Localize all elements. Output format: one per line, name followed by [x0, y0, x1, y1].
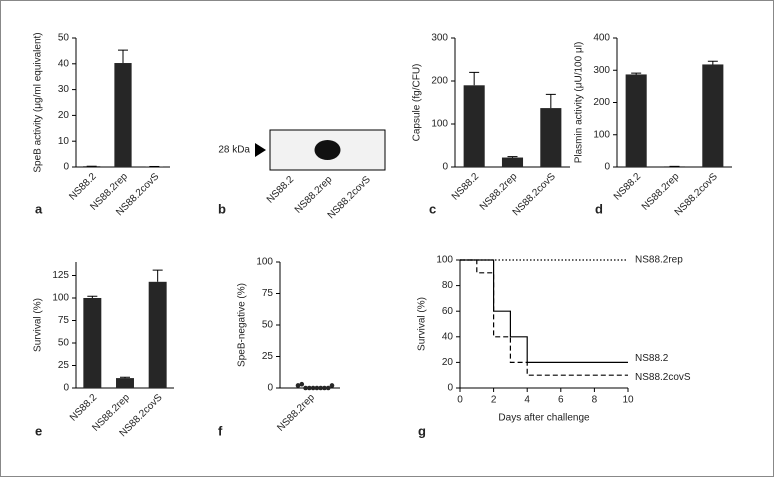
dot — [322, 385, 327, 391]
dot — [329, 383, 335, 388]
y-tick-label: 400 — [593, 33, 610, 44]
bar — [625, 74, 647, 167]
y-tick-label: 0 — [267, 383, 273, 394]
y-tick-label: 80 — [442, 280, 454, 291]
x-tick-label: 2 — [491, 395, 497, 406]
x-tick-label: 8 — [592, 395, 598, 406]
y-tick-label: 75 — [58, 315, 70, 326]
x-tick-label: 10 — [622, 395, 634, 406]
survival-line — [460, 259, 628, 363]
y-tick-label: 200 — [431, 76, 448, 87]
y-axis-label: SpeB activity (μg/ml equivalent) — [33, 32, 44, 172]
bar — [114, 63, 132, 167]
y-tick-label: 30 — [58, 84, 70, 95]
error-bar — [545, 93, 556, 109]
y-tick-label: 40 — [442, 331, 454, 342]
bar — [83, 298, 102, 388]
dot — [310, 385, 316, 391]
dot — [318, 385, 323, 391]
bar — [501, 157, 524, 167]
x-tick-label: 4 — [524, 395, 530, 406]
bar — [702, 64, 724, 167]
blot-band — [314, 140, 341, 160]
dot — [325, 385, 331, 391]
y-tick-label: 50 — [262, 320, 274, 331]
dot — [299, 381, 305, 387]
y-axis-label: Capsule (fg/CFU) — [412, 64, 423, 142]
panel-letter: a — [35, 201, 43, 216]
bar — [148, 281, 167, 388]
y-tick-label: 300 — [431, 33, 448, 44]
x-tick-label: 6 — [558, 395, 564, 406]
error-bar — [118, 49, 128, 64]
x-axis-label: Days after challenge — [498, 413, 590, 424]
x-tick-label: 0 — [457, 395, 463, 406]
y-tick-label: 0 — [604, 162, 610, 173]
y-tick-label: 25 — [58, 360, 70, 371]
x-tick-label: NS88.2 — [450, 171, 482, 203]
y-tick-label: 100 — [256, 257, 273, 268]
bar — [116, 378, 134, 388]
survival-line — [460, 259, 628, 376]
x-tick-label: NS88.2 — [68, 392, 100, 424]
dot — [295, 383, 301, 388]
y-tick-label: 20 — [58, 110, 70, 121]
error-bar — [507, 156, 518, 158]
marker-arrow — [255, 143, 266, 157]
y-tick-label: 75 — [262, 288, 274, 299]
y-tick-label: 0 — [447, 383, 453, 394]
y-axis-label: SpeB-negative (%) — [237, 283, 248, 367]
panel-letter: b — [218, 201, 226, 216]
marker-label: 28 kDa — [218, 145, 250, 156]
y-tick-label: 125 — [52, 270, 69, 281]
y-tick-label: 50 — [58, 338, 70, 349]
y-tick-label: 300 — [593, 65, 610, 76]
x-tick-label: NS88.2rep — [275, 392, 317, 434]
y-tick-label: 60 — [442, 306, 454, 317]
series-label: NS88.2rep — [635, 255, 683, 266]
series-label: NS88.2covS — [635, 372, 691, 383]
y-tick-label: 0 — [63, 383, 69, 394]
x-tick-label: NS88.2 — [612, 171, 644, 203]
error-bar — [707, 60, 718, 65]
series-label: NS88.2 — [635, 353, 669, 364]
y-axis-label: Plasmin activity (μU/100 μl) — [574, 42, 585, 164]
x-tick-label: NS88.2 — [265, 174, 297, 206]
y-tick-label: 100 — [436, 255, 453, 266]
dot — [314, 385, 320, 391]
error-bar — [631, 72, 642, 75]
y-axis-label: Survival (%) — [33, 298, 44, 352]
error-bar — [120, 376, 130, 379]
y-tick-label: 40 — [58, 58, 70, 69]
panel-letter: d — [595, 201, 603, 216]
y-tick-label: 20 — [442, 357, 454, 368]
y-tick-label: 25 — [262, 351, 274, 362]
dot — [307, 385, 312, 391]
y-tick-label: 100 — [431, 119, 448, 130]
panel-letter: e — [35, 423, 42, 438]
y-tick-label: 0 — [63, 162, 69, 173]
y-tick-label: 0 — [442, 162, 448, 173]
y-tick-label: 100 — [593, 129, 610, 140]
error-bar — [152, 269, 163, 282]
panel-letter: g — [418, 423, 426, 438]
y-tick-label: 50 — [58, 33, 70, 44]
y-tick-label: 200 — [593, 97, 610, 108]
y-tick-label: 100 — [52, 293, 69, 304]
panel-letter: c — [429, 201, 436, 216]
error-bar — [87, 295, 98, 298]
error-bar — [469, 71, 480, 86]
bar — [463, 85, 485, 167]
y-tick-label: 10 — [58, 136, 70, 147]
y-axis-label: Survival (%) — [417, 297, 428, 351]
bar — [540, 108, 562, 167]
panel-letter: f — [218, 423, 223, 438]
dot — [303, 385, 308, 391]
